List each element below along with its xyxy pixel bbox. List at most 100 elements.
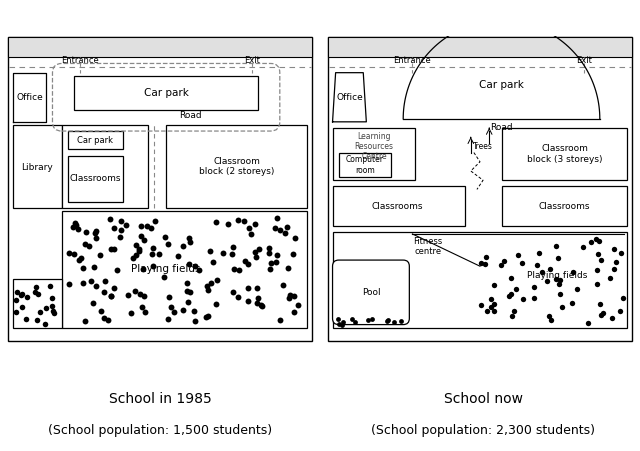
- Text: Computer
room: Computer room: [346, 155, 384, 175]
- FancyBboxPatch shape: [333, 260, 410, 325]
- Text: Classroom
block (3 storeys): Classroom block (3 storeys): [527, 144, 602, 164]
- Point: [334, 321, 344, 328]
- Bar: [61, 125, 148, 208]
- Point: [243, 261, 253, 268]
- Point: [123, 291, 133, 298]
- Bar: [68, 156, 123, 202]
- Point: [68, 223, 78, 230]
- Point: [557, 304, 567, 311]
- Point: [333, 316, 344, 323]
- Point: [88, 299, 98, 307]
- Point: [166, 304, 176, 311]
- Text: Exit: Exit: [244, 56, 260, 65]
- Point: [49, 309, 59, 317]
- Point: [134, 248, 144, 255]
- Point: [211, 300, 221, 308]
- Point: [64, 250, 74, 257]
- Point: [532, 261, 542, 268]
- Point: [139, 292, 149, 299]
- Point: [538, 268, 548, 275]
- Point: [383, 316, 393, 323]
- Text: Classrooms: Classrooms: [539, 202, 590, 211]
- Text: Learning
Resources
Centre: Learning Resources Centre: [355, 132, 394, 161]
- Point: [185, 239, 195, 246]
- Point: [164, 293, 174, 300]
- Point: [270, 225, 280, 232]
- Bar: [328, 37, 632, 57]
- Point: [272, 215, 282, 222]
- Point: [146, 224, 156, 231]
- Bar: [8, 37, 312, 57]
- Point: [212, 277, 222, 284]
- Point: [80, 318, 90, 325]
- Point: [233, 293, 243, 300]
- Point: [347, 315, 357, 322]
- Text: Car park: Car park: [77, 136, 113, 145]
- Point: [159, 273, 169, 281]
- Point: [184, 235, 194, 242]
- Point: [92, 282, 102, 290]
- Point: [102, 316, 113, 323]
- Point: [126, 309, 136, 316]
- Point: [74, 256, 84, 263]
- Point: [363, 316, 373, 323]
- Text: Road: Road: [179, 111, 202, 120]
- Point: [246, 230, 256, 238]
- Point: [586, 239, 596, 246]
- Point: [252, 300, 262, 307]
- Point: [138, 266, 148, 273]
- Point: [33, 290, 43, 298]
- Point: [582, 320, 593, 327]
- Point: [366, 315, 376, 322]
- Point: [611, 259, 621, 266]
- Point: [169, 308, 179, 316]
- Point: [555, 276, 565, 284]
- Point: [128, 254, 138, 262]
- Point: [65, 281, 75, 288]
- Point: [233, 216, 243, 224]
- Point: [550, 276, 561, 283]
- Point: [529, 294, 540, 301]
- Point: [337, 321, 347, 328]
- Point: [106, 245, 116, 253]
- Point: [218, 249, 228, 256]
- Point: [282, 224, 292, 231]
- Point: [203, 313, 213, 320]
- Text: Office: Office: [336, 93, 363, 102]
- Point: [183, 299, 193, 306]
- Point: [229, 265, 239, 272]
- Point: [476, 301, 486, 308]
- Point: [544, 312, 554, 319]
- Point: [48, 308, 58, 315]
- Point: [76, 254, 86, 262]
- Point: [388, 319, 399, 326]
- Point: [550, 242, 561, 249]
- Point: [205, 280, 216, 287]
- Point: [185, 289, 195, 296]
- Point: [592, 281, 602, 288]
- Point: [529, 284, 540, 291]
- Point: [70, 220, 80, 227]
- Point: [109, 285, 120, 292]
- Point: [499, 257, 509, 264]
- Point: [517, 259, 527, 266]
- Point: [135, 290, 145, 297]
- Point: [99, 314, 109, 321]
- Point: [47, 294, 58, 301]
- Point: [338, 318, 348, 326]
- Point: [605, 274, 615, 281]
- Point: [593, 250, 603, 258]
- Point: [178, 243, 188, 250]
- Point: [554, 280, 564, 287]
- Point: [488, 300, 499, 307]
- Point: [506, 274, 516, 281]
- Point: [607, 314, 618, 322]
- Point: [131, 242, 141, 249]
- Point: [115, 233, 125, 240]
- Point: [598, 309, 608, 317]
- Point: [116, 217, 126, 225]
- Point: [518, 296, 528, 303]
- Point: [591, 266, 602, 273]
- Point: [234, 266, 244, 273]
- Text: (School population: 1,500 students): (School population: 1,500 students): [48, 424, 272, 437]
